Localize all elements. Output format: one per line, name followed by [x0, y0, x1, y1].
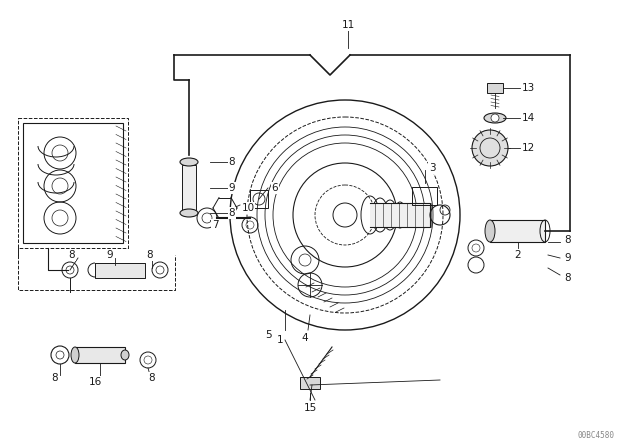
Ellipse shape: [484, 113, 506, 123]
Text: 13: 13: [522, 83, 534, 93]
Text: 5: 5: [265, 330, 271, 340]
Text: 1: 1: [276, 335, 284, 345]
Text: 8: 8: [148, 373, 156, 383]
Text: 2: 2: [515, 250, 522, 260]
Circle shape: [491, 114, 499, 122]
Text: 8: 8: [564, 273, 572, 283]
Text: 9: 9: [564, 253, 572, 263]
Text: 14: 14: [522, 113, 534, 123]
Text: 8: 8: [147, 250, 154, 260]
Text: 12: 12: [522, 143, 534, 153]
Text: 8: 8: [228, 157, 236, 167]
Text: 3: 3: [429, 163, 435, 173]
Text: 8: 8: [564, 235, 572, 245]
Text: 8: 8: [68, 250, 76, 260]
Text: 8: 8: [228, 208, 236, 218]
Text: 00BC4580: 00BC4580: [578, 431, 615, 439]
Ellipse shape: [180, 209, 198, 217]
Ellipse shape: [485, 220, 495, 242]
Bar: [487, 83, 503, 93]
Text: 9: 9: [107, 250, 113, 260]
Text: 8: 8: [52, 373, 58, 383]
Text: 7: 7: [212, 220, 218, 230]
Bar: [182, 165, 196, 210]
Text: 11: 11: [341, 20, 355, 30]
Ellipse shape: [71, 347, 79, 363]
Bar: [18, 118, 128, 248]
Circle shape: [472, 130, 508, 166]
Bar: [250, 190, 268, 208]
Ellipse shape: [121, 350, 129, 360]
Bar: [23, 123, 123, 243]
Bar: [412, 187, 437, 205]
Text: 15: 15: [303, 403, 317, 413]
Text: 16: 16: [88, 377, 102, 387]
Bar: [300, 377, 320, 389]
Bar: [75, 347, 125, 363]
Text: 6: 6: [272, 183, 278, 193]
Text: 4: 4: [301, 333, 308, 343]
Text: 10: 10: [241, 203, 255, 213]
Ellipse shape: [180, 158, 198, 166]
Text: 9: 9: [228, 183, 236, 193]
Bar: [490, 220, 545, 242]
